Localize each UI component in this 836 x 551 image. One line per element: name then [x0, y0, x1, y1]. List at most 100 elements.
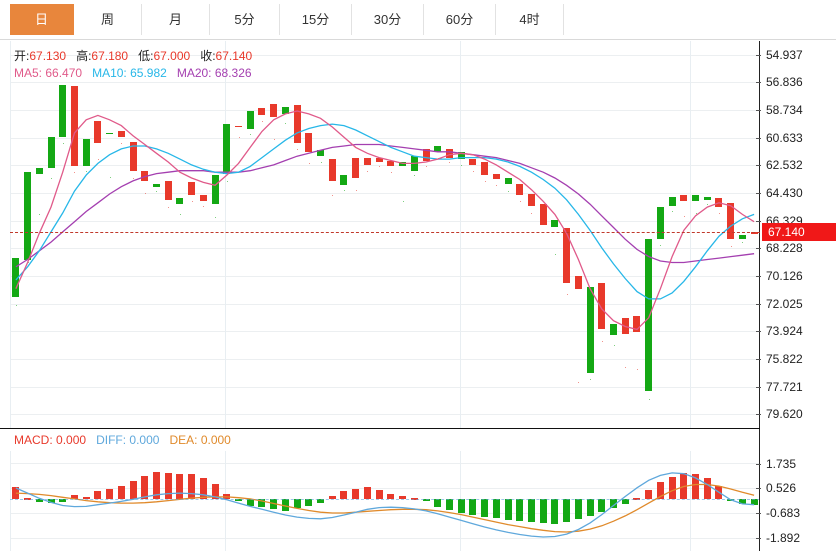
- candle-wick: [602, 341, 603, 343]
- candle-body: [376, 157, 383, 162]
- candle-body: [669, 196, 676, 206]
- price-gridline: [10, 414, 760, 415]
- candle-body: [118, 131, 125, 138]
- candle-wick: [403, 201, 404, 203]
- candle-wick: [684, 215, 685, 217]
- macd-histogram-bar: [505, 499, 512, 520]
- candle-body: [364, 157, 371, 165]
- moving-average-legend: MA5: 66.470 MA10: 65.982 MA20: 68.326: [14, 66, 252, 81]
- macd-histogram-bar: [118, 485, 125, 500]
- candle-body: [270, 103, 277, 117]
- macd-histogram-bar: [94, 491, 101, 500]
- price-gridline: [10, 359, 760, 360]
- candle-body: [458, 151, 465, 160]
- macd-histogram-bar: [188, 474, 195, 500]
- candle-body: [200, 195, 207, 202]
- price-axis-label: 72.025: [766, 297, 803, 311]
- candle-body: [751, 232, 758, 234]
- candle-wick: [121, 143, 122, 145]
- macd-histogram-bar: [399, 495, 406, 500]
- macd-plot-area[interactable]: [10, 451, 760, 551]
- macd-histogram-bar: [59, 499, 66, 503]
- candle-body: [12, 258, 19, 298]
- ma5-label: MA5:: [14, 66, 43, 80]
- macd-zero-line: [10, 499, 760, 500]
- price-axis-label: 68.228: [766, 241, 803, 255]
- price-axis-label: 73.924: [766, 324, 803, 338]
- price-plot-area[interactable]: [10, 41, 760, 428]
- macd-histogram-bar: [657, 482, 664, 500]
- macd-axis-label: 1.735: [766, 457, 797, 471]
- macd-histogram-bar: [294, 499, 301, 508]
- macd-chart-panel: MACD: 0.000 DIFF: 0.000 DEA: 0.000: [0, 429, 836, 551]
- candle-wick: [110, 176, 111, 178]
- candle-wick: [625, 367, 626, 369]
- period-tab-label: 日: [34, 12, 48, 27]
- candle-body: [587, 287, 594, 374]
- macd-axis-tick: [756, 513, 761, 514]
- candle-body: [704, 196, 711, 200]
- candle-wick: [86, 170, 87, 172]
- period-tab-5[interactable]: 30分: [352, 4, 424, 35]
- candle-body: [48, 137, 55, 168]
- ma10-value: 65.982: [130, 66, 167, 80]
- candle-body: [235, 125, 242, 128]
- macd-axis-label: -0.683: [766, 506, 801, 520]
- price-gridline: [10, 55, 760, 56]
- candle-body: [317, 150, 324, 157]
- candle-body: [481, 161, 488, 176]
- candle-wick: [742, 242, 743, 244]
- macd-axis-tick: [756, 488, 761, 489]
- candle-body: [387, 160, 394, 167]
- period-tab-2[interactable]: 月: [142, 4, 210, 35]
- candle-wick: [731, 246, 732, 248]
- macd-histogram-bar: [352, 488, 359, 500]
- candle-wick: [39, 214, 40, 216]
- period-tab-1[interactable]: 周: [74, 4, 142, 35]
- current-price-line: [10, 232, 760, 233]
- macd-histogram-bar: [270, 499, 277, 510]
- macd-histogram-bar: [212, 484, 219, 500]
- price-axis-tick: [756, 165, 761, 166]
- macd-value: 0.000: [56, 433, 87, 447]
- price-axis-tick: [756, 110, 761, 111]
- candle-wick: [473, 170, 474, 172]
- candle-body: [223, 124, 230, 174]
- period-tab-label: 4时: [519, 12, 540, 27]
- price-gridline: [10, 304, 760, 305]
- candle-wick: [297, 148, 298, 150]
- price-gridline: [10, 221, 760, 222]
- price-vertical-gridline: [690, 41, 691, 428]
- macd-histogram-bar: [364, 486, 371, 500]
- macd-histogram-bar: [610, 499, 617, 508]
- macd-axis-tick: [756, 538, 761, 539]
- candle-body: [36, 167, 43, 174]
- price-axis-tick: [756, 221, 761, 222]
- period-tab-0[interactable]: 日: [10, 4, 74, 35]
- candle-body: [727, 202, 734, 240]
- price-axis-tick: [756, 359, 761, 360]
- macd-histogram-bar: [739, 499, 746, 504]
- period-tab-label: 周: [100, 12, 114, 27]
- macd-histogram-bar: [645, 489, 652, 500]
- candle-body: [71, 86, 78, 167]
- ma10-label: MA10:: [92, 66, 127, 80]
- candle-body: [165, 180, 172, 200]
- macd-histogram-bar: [130, 481, 137, 500]
- period-tab-3[interactable]: 5分: [210, 4, 280, 35]
- moving-average-lines: [15, 110, 755, 331]
- candle-body: [622, 317, 629, 334]
- candle-wick: [321, 161, 322, 163]
- price-gridline: [10, 193, 760, 194]
- candle-body: [610, 323, 617, 336]
- macd-histogram-bar: [528, 499, 535, 523]
- candle-wick: [309, 163, 310, 165]
- period-tab-6[interactable]: 60分: [424, 4, 496, 35]
- price-vertical-gridline: [225, 41, 226, 428]
- candle-body: [130, 141, 137, 171]
- ma10-line: [15, 123, 755, 300]
- open-label: 开:: [14, 49, 30, 63]
- period-tab-7[interactable]: 4时: [496, 4, 564, 35]
- period-tab-4[interactable]: 15分: [280, 4, 352, 35]
- candle-wick: [672, 211, 673, 213]
